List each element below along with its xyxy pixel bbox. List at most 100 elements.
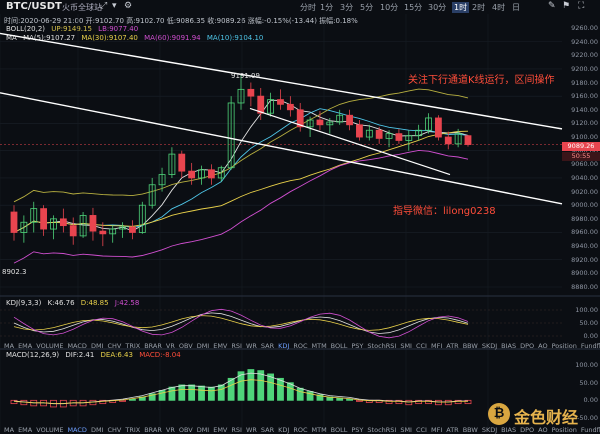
timeframe-7[interactable]: 1时 <box>452 2 470 13</box>
exchange-name[interactable]: 火币全球站 <box>62 3 102 12</box>
indicator-tab-bbw[interactable]: BBW <box>462 426 478 434</box>
indicator-tab-ma[interactable]: MA <box>4 426 15 434</box>
timeframe-0[interactable]: 分时 <box>300 3 316 12</box>
indicator-tab-stochrsi[interactable]: StochRSI <box>367 426 397 434</box>
indicator-tab-rsi[interactable]: RSI <box>231 426 242 434</box>
indicator-tab-ao[interactable]: AO <box>538 426 548 434</box>
indicator-tab-trix[interactable]: TRIX <box>125 342 141 350</box>
indicator-tab-boll[interactable]: BOLL <box>330 426 348 434</box>
indicator-tab-dmi[interactable]: DMI <box>196 342 210 350</box>
macd-bar <box>247 369 255 401</box>
indicator-tab-bbw[interactable]: BBW <box>462 342 478 350</box>
indicator-tab-dmi[interactable]: DMI <box>196 426 210 434</box>
indicator-tab-roc[interactable]: ROC <box>293 342 308 350</box>
indicator-tab-roc[interactable]: ROC <box>293 426 308 434</box>
settings-icon[interactable]: ⚙ <box>124 1 133 11</box>
chevron-down-icon[interactable]: ▾ <box>112 1 117 11</box>
timeframe-1[interactable]: 1分 <box>320 3 334 12</box>
indicator-tab-volume[interactable]: VOLUME <box>36 342 64 350</box>
indicator-tab-ao[interactable]: AO <box>538 342 548 350</box>
fullscreen-icon[interactable]: ⛶ <box>578 1 585 11</box>
indicator-tab-ma[interactable]: MA <box>4 342 15 350</box>
pair-title[interactable]: BTC/USDT <box>6 1 62 12</box>
indicator-tab-vr[interactable]: VR <box>165 426 175 434</box>
indicator-tab-mtm[interactable]: MTM <box>311 342 327 350</box>
indicator-tab-skdj[interactable]: SKDJ <box>481 426 498 434</box>
candlesticks <box>10 75 472 247</box>
indicator-tab-mfi[interactable]: MFI <box>430 342 443 350</box>
indicator-tab-bias[interactable]: BIAS <box>501 342 517 350</box>
timeframe-10[interactable]: 日 <box>512 3 520 12</box>
indicator-tab-mtm[interactable]: MTM <box>311 426 327 434</box>
indicator-tab-dpo[interactable]: DPO <box>520 342 535 350</box>
indicator-tab-fundflow[interactable]: Fundflow <box>580 426 600 434</box>
indicator-tab-psy[interactable]: PSY <box>351 342 364 350</box>
candle-body <box>296 109 304 128</box>
indicator-tab-stochrsi[interactable]: StochRSI <box>367 342 397 350</box>
indicator-tab-fundflow[interactable]: Fundflow <box>580 342 600 350</box>
ma-legend: MA MA(5):9107.27 MA(30):9107.40 MA(60):9… <box>6 34 263 42</box>
ohlc-info: 时间:2020-06-29 21:00 开:9102.70 高:9102.70 … <box>4 17 358 25</box>
price-tick: 9100.00 <box>571 133 598 142</box>
indicator-tab-obv[interactable]: OBV <box>178 342 193 350</box>
price-tick: 9200.00 <box>571 64 598 73</box>
candle-body <box>198 169 205 179</box>
indicator-tab-chv[interactable]: CHV <box>107 342 122 350</box>
indicator-tab-rsi[interactable]: RSI <box>231 342 242 350</box>
timeframe-4[interactable]: 10分 <box>380 3 399 12</box>
timeframe-6[interactable]: 30分 <box>428 3 447 12</box>
indicator-tab-atr[interactable]: ATR <box>446 426 459 434</box>
indicator-tab-atr[interactable]: ATR <box>446 342 459 350</box>
indicator-tab-vr[interactable]: VR <box>165 342 175 350</box>
timeframe-3[interactable]: 5分 <box>360 3 374 12</box>
price-axis[interactable]: 9260.00 9240.00 9220.00 9200.00 9180.00 9160.… <box>562 14 600 294</box>
indicator-tab-smi[interactable]: SMI <box>400 342 412 350</box>
macd-bar <box>464 399 472 405</box>
indicator-tab-macd[interactable]: MACD <box>67 342 87 350</box>
indicator-tab-position[interactable]: Position <box>551 426 577 434</box>
indicator-tabs-1: MA EMA VOLUME MACD DMI CHV TRIX BRAR VR OBV DMI EMV… <box>4 342 600 350</box>
indicator-tab-bias[interactable]: BIAS <box>501 426 517 434</box>
indicator-tab-wr[interactable]: WR <box>245 342 257 350</box>
indicator-tab-sar[interactable]: SAR <box>260 342 275 350</box>
boll-label: BOLL(20,2) <box>6 25 46 33</box>
kdj-label: KDJ(9,3,3) <box>6 299 42 307</box>
indicator-tab-mfi[interactable]: MFI <box>430 426 443 434</box>
indicator-tab-cci[interactable]: CCI <box>415 342 427 350</box>
expand-icon[interactable]: ⤢ <box>100 1 108 11</box>
indicator-tab-macd[interactable]: MACD <box>67 426 87 434</box>
indicator-tab-kdj[interactable]: KDJ <box>278 342 290 350</box>
indicator-tab-position[interactable]: Position <box>551 342 577 350</box>
indicator-tab-trix[interactable]: TRIX <box>125 426 141 434</box>
indicator-tab-psy[interactable]: PSY <box>351 426 364 434</box>
indicator-icon[interactable]: ⚑ <box>562 1 571 11</box>
indicator-tab-dmi[interactable]: DMI <box>90 342 104 350</box>
drawing-icon[interactable]: ✎ <box>548 1 556 11</box>
indicator-tab-dpo[interactable]: DPO <box>520 426 535 434</box>
indicator-tab-dmi[interactable]: DMI <box>90 426 104 434</box>
indicator-tab-ema[interactable]: EMA <box>18 342 33 350</box>
indicator-tab-skdj[interactable]: SKDJ <box>481 342 498 350</box>
indicator-tab-volume[interactable]: VOLUME <box>36 426 64 434</box>
indicator-tab-brar[interactable]: BRAR <box>144 342 162 350</box>
indicator-tab-sar[interactable]: SAR <box>260 426 275 434</box>
indicator-tab-cci[interactable]: CCI <box>415 426 427 434</box>
indicator-tab-emv[interactable]: EMV <box>213 426 228 434</box>
indicator-tab-chv[interactable]: CHV <box>107 426 122 434</box>
timeframe-5[interactable]: 15分 <box>404 3 423 12</box>
timeframe-2[interactable]: 3分 <box>340 3 354 12</box>
indicator-tab-emv[interactable]: EMV <box>213 342 228 350</box>
candle-body <box>138 204 146 233</box>
indicator-tab-obv[interactable]: OBV <box>178 426 193 434</box>
indicator-tab-boll[interactable]: BOLL <box>330 342 348 350</box>
timeframe-9[interactable]: 4时 <box>492 3 506 12</box>
indicator-tab-kdj[interactable]: KDJ <box>278 426 290 434</box>
timeframe-8[interactable]: 2时 <box>472 3 486 12</box>
price-tick: 9240.00 <box>571 37 598 46</box>
indicator-tab-wr[interactable]: WR <box>245 426 257 434</box>
indicator-tab-brar[interactable]: BRAR <box>144 426 162 434</box>
indicator-tab-ema[interactable]: EMA <box>18 426 33 434</box>
ma5: MA(5):9107.27 <box>23 34 76 42</box>
indicator-tab-smi[interactable]: SMI <box>400 426 412 434</box>
